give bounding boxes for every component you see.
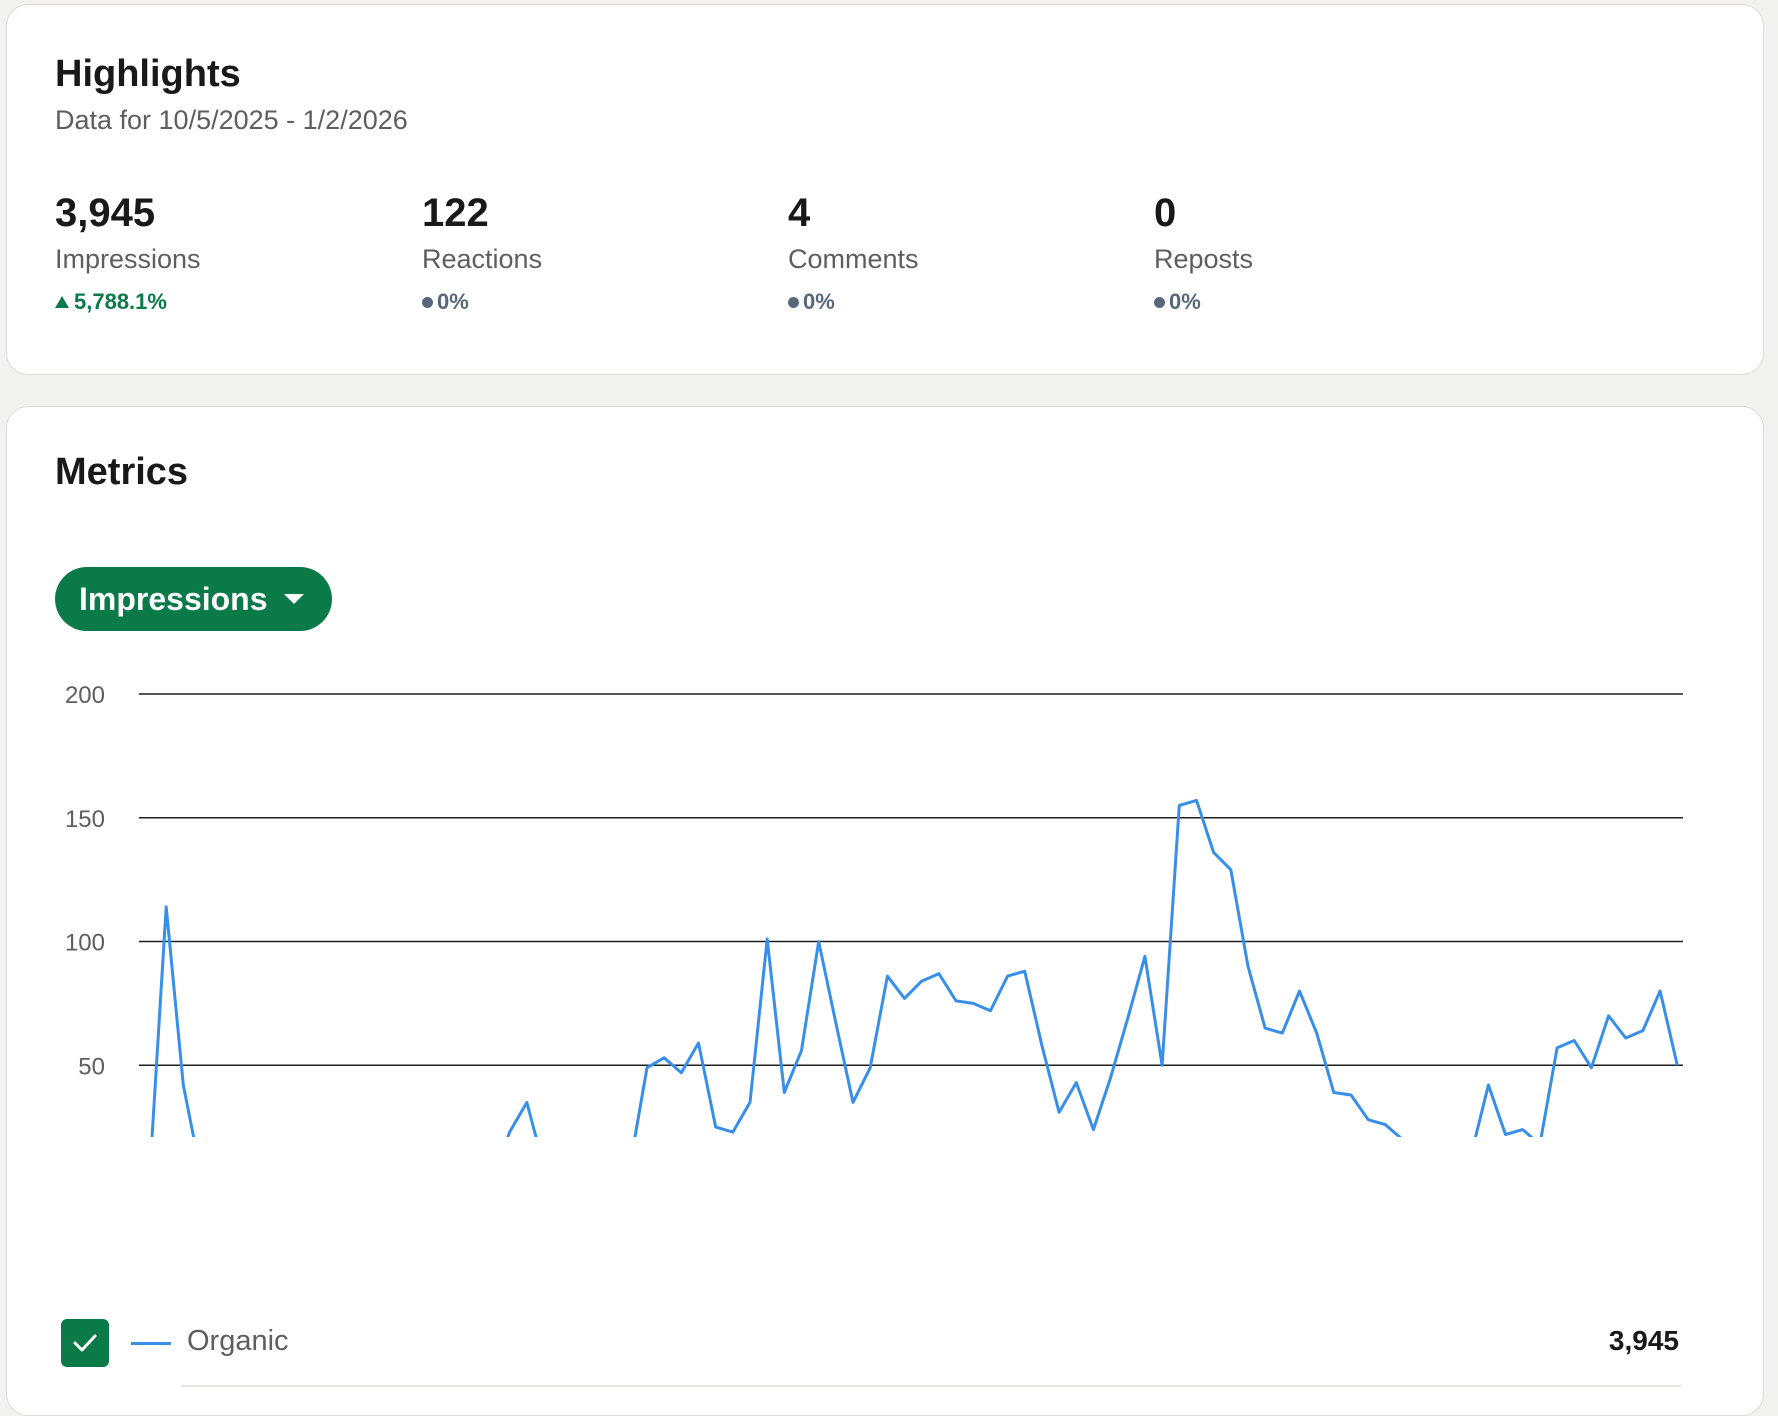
stat-change: 0%	[788, 289, 1168, 315]
stat-change-value: 0%	[437, 289, 469, 314]
trend-up-icon	[55, 296, 69, 308]
chart-series	[150, 798, 1679, 1137]
stat-impressions[interactable]: 3,945 Impressions 5,788.1%	[55, 191, 435, 315]
highlights-card: Highlights Data for 10/5/2025 - 1/2/2026…	[6, 4, 1764, 375]
trend-neutral-icon	[422, 296, 433, 308]
stat-change: 0%	[422, 289, 802, 315]
stat-value: 3,945	[55, 191, 156, 235]
stat-comments[interactable]: 4 Comments 0%	[788, 191, 1168, 315]
y-tick-label: 100	[65, 930, 105, 957]
series-line-organic	[150, 798, 1679, 1137]
y-tick-label: 50	[78, 1053, 105, 1080]
impressions-line-chart: 050100150200 Oct 5Oct 19Nov 2Nov 16Nov 3…	[65, 682, 1683, 1137]
metric-select-dropdown[interactable]: Impressions	[55, 567, 332, 631]
metrics-title: Metrics	[55, 451, 189, 493]
y-tick-label: 200	[65, 682, 105, 709]
y-axis-ticks: 050100150200	[65, 682, 105, 1080]
caret-down-icon	[283, 594, 304, 604]
organic-series-checkbox[interactable]	[61, 1319, 109, 1367]
stat-value: 0	[1154, 191, 1177, 235]
trend-neutral-icon	[788, 296, 799, 308]
chart-gridlines	[139, 693, 1683, 1066]
stat-change-value: 5,788.1%	[74, 289, 167, 314]
stat-change: 5,788.1%	[55, 289, 435, 315]
stat-change-value: 0%	[1169, 289, 1201, 314]
stat-label: Reactions	[422, 244, 543, 274]
metrics-card: Metrics Impressions 050100150200 Oct 5Oc…	[6, 406, 1764, 1416]
legend-series-total: 3,945	[1608, 1325, 1679, 1356]
stat-change-value: 0%	[803, 289, 835, 314]
metric-select-label: Impressions	[79, 580, 268, 617]
stat-value: 122	[422, 191, 489, 235]
highlights-title: Highlights	[55, 53, 241, 95]
y-tick-label: 150	[65, 806, 105, 833]
checkmark-icon	[73, 1334, 97, 1352]
stat-label: Reposts	[1154, 244, 1254, 274]
trend-neutral-icon	[1154, 296, 1165, 308]
legend-line-swatch	[131, 1342, 171, 1345]
stat-label: Comments	[788, 244, 919, 274]
highlights-date-range: Data for 10/5/2025 - 1/2/2026	[55, 105, 408, 135]
stat-reposts[interactable]: 0 Reposts 0%	[1154, 191, 1534, 315]
legend-divider	[181, 1385, 1681, 1387]
stat-reactions[interactable]: 122 Reactions 0%	[422, 191, 802, 315]
stat-value: 4	[788, 191, 811, 235]
legend-series-label: Organic	[187, 1325, 289, 1357]
stat-change: 0%	[1154, 289, 1534, 315]
stat-label: Impressions	[55, 244, 201, 274]
